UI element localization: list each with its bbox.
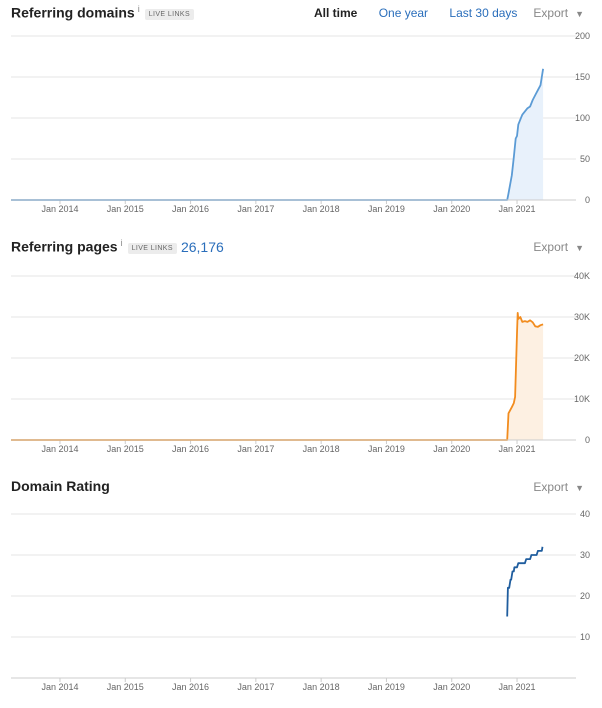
x-tick-label: Jan 2014 xyxy=(41,682,78,692)
export-label: Export xyxy=(533,240,569,254)
x-tick-label: Jan 2017 xyxy=(237,444,274,454)
y-tick-label: 20K xyxy=(574,353,590,363)
y-tick-label: 20 xyxy=(580,591,590,601)
x-tick-label: Jan 2020 xyxy=(433,444,470,454)
export-label: Export xyxy=(533,480,569,494)
y-tick-label: 0 xyxy=(585,195,590,205)
referring-domains-header: Referring domains i LIVE LINKS All time On… xyxy=(0,0,602,26)
x-tick-label: Jan 2014 xyxy=(41,444,78,454)
x-tick-label: Jan 2015 xyxy=(107,204,144,214)
x-tick-label: Jan 2015 xyxy=(107,682,144,692)
y-tick-label: 40K xyxy=(574,271,590,281)
x-tick-label: Jan 2021 xyxy=(499,682,536,692)
x-tick-label: Jan 2019 xyxy=(368,444,405,454)
x-tick-label: Jan 2020 xyxy=(433,682,470,692)
x-tick-label: Jan 2021 xyxy=(499,204,536,214)
domain-rating-title: Domain Rating xyxy=(11,478,110,494)
caret-down-icon: ▼ xyxy=(575,9,584,19)
referring-domains-chart: 200 150 100 50 0 Jan 2014 Jan 2015 Jan 2016 Jan … xyxy=(11,31,590,214)
y-tick-label: 0 xyxy=(585,435,590,445)
y-tick-label: 200 xyxy=(575,31,590,41)
series-area xyxy=(507,68,544,200)
x-tick-label: Jan 2018 xyxy=(303,444,340,454)
domain-rating-header: Domain Rating Export ▼ xyxy=(0,474,602,500)
x-tick-label: Jan 2018 xyxy=(303,682,340,692)
domain-rating-title-text: Domain Rating xyxy=(11,478,110,494)
period-all-time[interactable]: All time xyxy=(314,6,358,20)
x-tick-label: Jan 2014 xyxy=(41,204,78,214)
x-tick-label: Jan 2021 xyxy=(499,444,536,454)
y-tick-label: 30 xyxy=(580,550,590,560)
series-line xyxy=(11,68,544,201)
export-button[interactable]: Export ▼ xyxy=(533,480,584,494)
period-one-year[interactable]: One year xyxy=(378,6,429,20)
y-tick-label: 150 xyxy=(575,72,590,82)
series-line xyxy=(506,546,544,617)
series-area xyxy=(507,312,544,440)
caret-down-icon: ▼ xyxy=(575,483,584,493)
caret-down-icon: ▼ xyxy=(575,243,584,253)
y-tick-label: 10 xyxy=(580,632,590,642)
x-tick-label: Jan 2017 xyxy=(237,682,274,692)
info-icon[interactable]: i xyxy=(137,4,140,14)
referring-pages-header: Referring pages i LIVE LINKS 26,176 Export ▼ xyxy=(0,234,602,260)
live-links-badge: LIVE LINKS xyxy=(144,8,195,20)
referring-domains-title: Referring domains i LIVE LINKS xyxy=(11,4,195,21)
x-tick-label: Jan 2016 xyxy=(172,682,209,692)
y-tick-label: 30K xyxy=(574,312,590,322)
x-tick-label: Jan 2018 xyxy=(303,204,340,214)
export-button[interactable]: Export ▼ xyxy=(533,240,584,254)
export-label: Export xyxy=(533,6,569,20)
x-tick-label: Jan 2015 xyxy=(107,444,144,454)
live-links-badge: LIVE LINKS xyxy=(127,242,177,254)
x-tick-label: Jan 2020 xyxy=(433,204,470,214)
domain-rating-section: Domain Rating Export ▼ 40 30 20 10 Jan 2014 Ja… xyxy=(0,474,602,708)
referring-pages-count: 26,176 xyxy=(180,238,224,255)
referring-domains-title-text: Referring domains xyxy=(11,4,135,21)
period-last-30-days[interactable]: Last 30 days xyxy=(449,6,518,20)
referring-pages-title-text: Referring pages xyxy=(11,238,118,255)
referring-pages-chart: 40K 30K 20K 10K 0 Jan 2014 Jan 2015 Jan 2016 Jan… xyxy=(11,271,590,454)
info-icon[interactable]: i xyxy=(120,238,123,248)
referring-domains-section: Referring domains i LIVE LINKS All time On… xyxy=(0,0,602,226)
y-tick-label: 50 xyxy=(580,154,590,164)
x-tick-label: Jan 2019 xyxy=(368,682,405,692)
period-selector: All time One year Last 30 days xyxy=(314,6,535,20)
y-tick-label: 10K xyxy=(574,394,590,404)
x-tick-label: Jan 2019 xyxy=(368,204,405,214)
export-button[interactable]: Export ▼ xyxy=(533,6,584,20)
domain-rating-chart: 40 30 20 10 Jan 2014 Jan 2015 Jan 2016 Jan 2017… xyxy=(11,509,590,692)
referring-pages-section: Referring pages i LIVE LINKS 26,176 Export ▼… xyxy=(0,234,602,464)
x-tick-label: Jan 2016 xyxy=(172,204,209,214)
y-tick-label: 100 xyxy=(575,113,590,123)
y-tick-label: 40 xyxy=(580,509,590,519)
x-tick-label: Jan 2017 xyxy=(237,204,274,214)
referring-pages-title: Referring pages i LIVE LINKS 26,176 xyxy=(11,238,224,255)
x-tick-label: Jan 2016 xyxy=(172,444,209,454)
series-line xyxy=(11,312,544,441)
